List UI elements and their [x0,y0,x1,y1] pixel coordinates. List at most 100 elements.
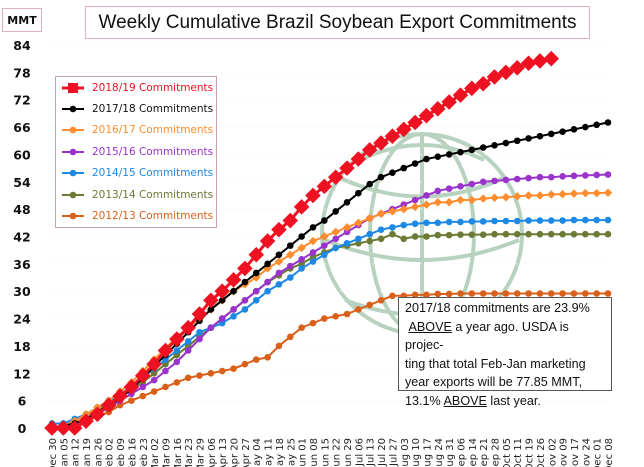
legend-item: 2013/14 Commitments [56,184,216,205]
legend-label: 2013/14 Commitments [92,188,214,201]
data-point [308,236,318,246]
data-point [343,228,351,236]
data-point [191,306,208,322]
data-point [293,199,310,215]
data-point [361,142,378,158]
data-point [604,171,612,178]
data-point [373,135,389,151]
data-point [218,297,226,304]
data-point [502,230,510,238]
data-point [343,199,351,206]
data-point [264,278,271,286]
data-point [225,272,242,288]
data-point [196,328,203,336]
data-point [535,191,545,200]
data-point [207,324,215,331]
data-point [218,315,226,322]
legend-marker [69,148,77,156]
data-point [479,144,487,151]
data-point [536,230,544,238]
data-point [286,250,295,259]
data-point [547,230,555,238]
x-tick-label: Feb 23 [139,438,150,467]
data-point [433,198,443,207]
x-tick-label: Jun 29 [343,438,354,467]
data-point [456,195,465,205]
data-point [350,151,367,167]
data-point [286,242,294,249]
legend-item: 2015/16 Commitments [56,141,216,162]
x-tick-label: Aug 03 [400,438,411,467]
x-tick-label: Oct 11 [513,438,524,467]
data-point [513,217,521,225]
data-point [445,290,453,298]
data-point [525,174,532,182]
data-point [377,173,385,181]
data-point [389,224,396,231]
x-tick-label: Sep 14 [468,438,479,467]
data-point [241,360,249,368]
y-tick-label: 60 [13,147,31,162]
data-point [593,290,600,297]
legend-swatch [62,105,84,113]
x-tick-label: Jan 19 [82,438,93,467]
legend-swatch [62,169,84,177]
data-point [321,251,328,259]
x-tick-label: Oct 26 [536,438,547,467]
x-tick-label: Nov 17 [570,438,581,467]
data-point [457,231,464,238]
data-point [592,188,601,198]
data-point [366,180,374,188]
data-point [411,233,419,240]
data-point [309,249,317,256]
data-point [366,230,374,238]
data-point [298,255,305,263]
data-point [559,217,566,224]
data-point [332,312,339,320]
data-point [513,137,521,145]
data-point [524,191,533,200]
x-tick-label: Jul 20 [377,438,388,467]
x-tick-label: Jun 01 [298,438,309,467]
data-point [547,173,555,181]
data-point [162,383,169,391]
data-point [354,218,363,228]
legend-swatch [62,148,84,156]
data-point [400,201,408,208]
x-tick-label: Apr 13 [218,438,229,467]
legend-label: 2016/17 Commitments [92,124,214,137]
y-tick-label: 48 [13,202,30,217]
legend-label: 2012/13 Commitments [92,210,214,223]
data-point [237,260,253,277]
annotation-box: 2017/18 commitments are 23.9% ABOVE a ye… [398,297,612,408]
data-point [275,342,283,350]
data-point [309,224,317,231]
data-point [298,265,305,272]
x-tick-label: Jul 13 [366,438,377,467]
data-point [582,172,589,179]
data-point [491,290,498,297]
data-point [525,135,532,142]
x-tick-label: Oct 05 [502,438,513,467]
data-point [445,151,453,158]
data-point [491,230,498,238]
data-point [411,196,419,204]
data-point [400,235,408,243]
data-point [536,132,544,140]
data-point [332,244,339,252]
data-point [411,160,419,167]
data-point [286,262,294,270]
data-point [582,230,589,238]
legend-label: 2015/16 Commitments [92,145,214,158]
data-point [173,379,181,386]
data-point [536,217,544,224]
x-tick-label: Feb 09 [116,438,127,467]
data-point [570,126,578,133]
data-point [513,175,521,183]
legend-marker [69,169,77,177]
data-point [150,376,158,384]
annotation-emphasis: ABOVE [443,393,487,408]
data-point [525,290,532,297]
data-point [309,258,317,265]
data-point [320,232,329,241]
